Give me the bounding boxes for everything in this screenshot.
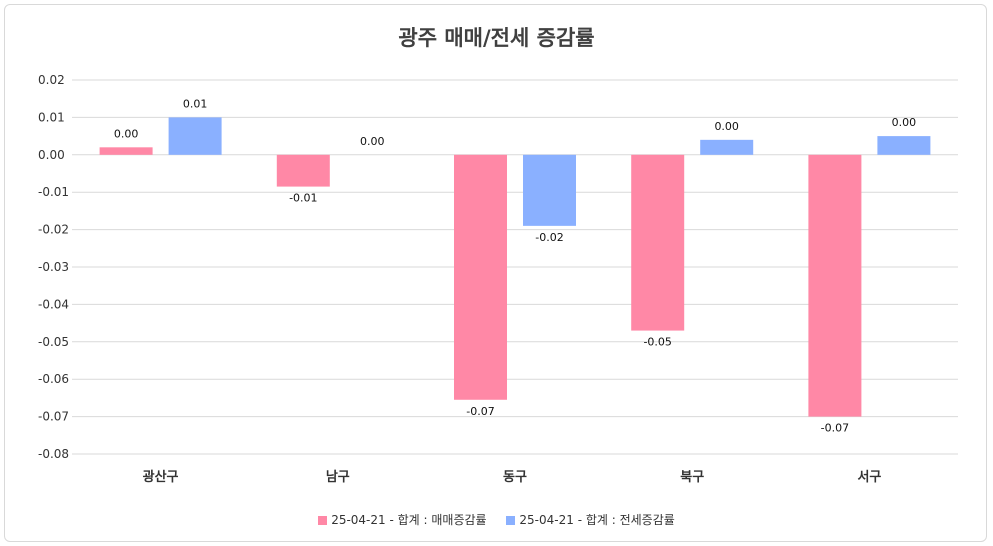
y-tick-label: -0.02 <box>38 223 69 237</box>
legend-swatch-rent <box>506 516 516 525</box>
data-label: -0.07 <box>466 405 494 418</box>
y-tick-label: 0.02 <box>38 73 65 87</box>
bar <box>99 147 153 155</box>
bar <box>168 117 222 155</box>
bar <box>276 154 330 187</box>
data-label: 0.00 <box>114 127 139 140</box>
y-tick-label: -0.01 <box>38 185 69 199</box>
x-tick-label: 남구 <box>326 469 350 485</box>
x-tick-label: 북구 <box>680 470 704 485</box>
bar <box>631 154 685 331</box>
data-label: -0.02 <box>535 231 563 244</box>
legend-item-sale: 25-04-21 - 합계 : 매매증감률 <box>318 511 487 528</box>
data-label: -0.07 <box>821 422 849 435</box>
legend-label-rent: 25-04-21 - 합계 : 전세증감률 <box>519 513 675 527</box>
legend-item-rent: 25-04-21 - 합계 : 전세증감률 <box>506 511 675 528</box>
data-label: 0.00 <box>892 116 917 129</box>
y-tick-label: -0.07 <box>38 410 69 424</box>
x-tick-label: 광산구 <box>143 469 179 485</box>
data-label: -0.01 <box>289 192 317 205</box>
legend-label-sale: 25-04-21 - 합계 : 매매증감률 <box>331 513 487 527</box>
y-tick-label: -0.05 <box>38 335 69 349</box>
bar <box>523 154 576 226</box>
chart-title: 광주 매매/전세 증감률 <box>398 26 595 50</box>
data-label: 0.01 <box>183 97 208 110</box>
legend: 25-04-21 - 합계 : 매매증감률 25-04-21 - 합계 : 전세… <box>0 511 993 528</box>
data-label: -0.05 <box>643 336 671 349</box>
y-tick-label: -0.04 <box>38 297 69 311</box>
y-tick-label: 0.01 <box>38 110 65 124</box>
bar <box>808 154 862 417</box>
y-tick-label: -0.06 <box>38 372 69 386</box>
bar <box>700 139 754 155</box>
y-tick-label: -0.08 <box>38 447 69 461</box>
bar <box>877 136 931 155</box>
y-tick-label: -0.03 <box>38 260 69 274</box>
legend-swatch-sale <box>318 516 328 525</box>
bar <box>454 154 507 400</box>
data-label: 0.00 <box>360 135 385 148</box>
y-tick-label: 0.00 <box>38 148 65 162</box>
x-tick-label: 동구 <box>503 470 527 485</box>
x-tick-label: 서구 <box>857 470 881 485</box>
data-label: 0.00 <box>714 120 739 133</box>
